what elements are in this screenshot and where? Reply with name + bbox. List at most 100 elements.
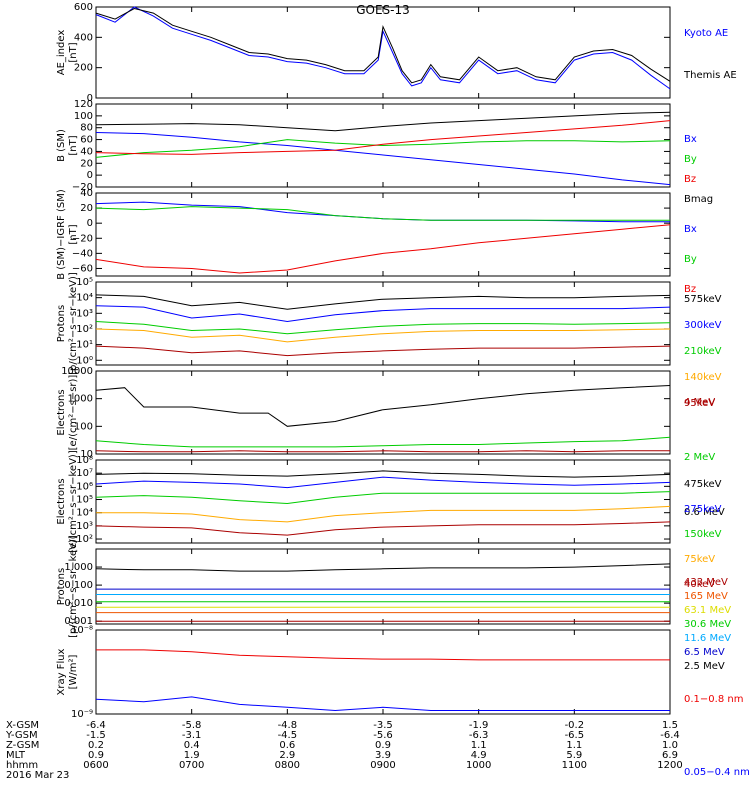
series-by	[95, 206, 670, 221]
panel-3-ylabel: B (SM)−IGRF (SM)	[56, 189, 67, 280]
footer-value: -6.3	[469, 730, 489, 741]
panel-2-ytick-label: 60	[80, 135, 93, 146]
panel-3-ytick-label: 40	[80, 188, 93, 199]
footer-value: 1000	[466, 760, 491, 771]
footer-value: 1.5	[662, 720, 678, 731]
series-0-6-mev	[95, 385, 671, 427]
series-475kev	[95, 470, 671, 478]
panel-7-ytick-label: 1.000	[64, 562, 93, 573]
footer-date: 2016 Mar 23	[6, 770, 69, 781]
footer-value: 1.0	[662, 740, 678, 751]
legend-433-mev: 433 MeV	[684, 577, 728, 588]
panel-4-ytick-label: 10³	[76, 308, 93, 319]
legend-140kev: 140keV	[684, 372, 722, 383]
footer-value: 1200	[657, 760, 682, 771]
footer-value: 0900	[370, 760, 395, 771]
footer-label-x-gsm: X-GSM	[6, 720, 39, 731]
legend-210kev: 210keV	[684, 346, 722, 357]
legend-0-6-mev: 0.6 MeV	[684, 507, 725, 518]
panel-6-ytick-label: 10⁸	[76, 455, 93, 466]
footer-value: -4.5	[278, 730, 298, 741]
legend-0-1-0-8-nm: 0.1−0.8 nm	[684, 694, 743, 705]
footer-value: 3.9	[375, 750, 391, 761]
panel-4-ytick-label: 10²	[76, 324, 93, 335]
legend-themis-ae: Themis AE	[683, 70, 737, 81]
series-75kev	[96, 505, 671, 523]
panel-8-ylabel: Xray Flux	[56, 648, 67, 695]
legend-2-5-mev: 2.5 MeV	[684, 661, 725, 672]
panel-3-frame	[95, 192, 671, 277]
legend-40kev: 40keV	[684, 579, 715, 590]
panel-2-ytick-label: −20	[72, 182, 93, 193]
legend-2-mev: 2 MeV	[684, 452, 715, 463]
panel-4-ylabel: [p/(cm²−s−sr−keV)]	[68, 272, 79, 375]
panel-2-ytick-label: 100	[74, 111, 93, 122]
legend-11-6-mev: 11.6 MeV	[684, 633, 731, 644]
footer-value: -4.8	[278, 720, 298, 731]
panel-6-ytick-label: 10⁷	[76, 468, 93, 479]
panel-2-ylabel: [nT]	[68, 135, 79, 155]
panel-1-frame	[95, 6, 671, 99]
legend-0-05-0-4-nm: 0.05−0.4 nm	[684, 767, 750, 778]
footer-value: 6.9	[662, 750, 678, 761]
legend-kyoto-ae: Kyoto AE	[684, 28, 728, 39]
series-210kev	[95, 321, 671, 335]
footer-value: -1.9	[469, 720, 489, 731]
panel-2-ytick-label: 120	[74, 99, 93, 110]
panel-8-ytick-label: 10⁻⁹	[71, 709, 93, 720]
footer-value: -1.5	[86, 730, 106, 741]
footer-value: -6.5	[565, 730, 585, 741]
panel-6-frame	[95, 459, 671, 544]
panel-4-ytick-label: 10⁵	[76, 277, 93, 288]
series-kyoto-ae	[95, 6, 671, 90]
panel-6-ylabel: [e/(cm²−s−sr−keV)]	[68, 450, 79, 553]
footer-value: -3.1	[182, 730, 202, 741]
footer-value: -3.5	[373, 720, 393, 731]
panel-6-ytick-label: 10⁶	[76, 481, 93, 492]
series-by	[95, 139, 671, 158]
series-0-05-0-4-nm	[95, 696, 670, 712]
series-bz	[95, 120, 671, 155]
panel-6-ytick-label: 10⁴	[76, 508, 93, 519]
series-575kev	[95, 294, 671, 310]
footer-value: 0.4	[184, 740, 200, 751]
footer-value: 4.9	[471, 750, 487, 761]
series-40kev	[95, 521, 671, 536]
panel-5-ytick-label: 1000	[68, 394, 93, 405]
panel-8-frame	[95, 629, 671, 715]
panel-4-ylabel: Protons	[56, 305, 67, 342]
panel-2-ytick-label: 40	[80, 146, 93, 157]
legend-95kev: 95keV	[684, 398, 715, 409]
legend-150kev: 150keV	[684, 529, 722, 540]
panel-3-ytick-label: −20	[72, 233, 93, 244]
legend-bmag: Bmag	[684, 194, 713, 205]
footer-value: 0.6	[279, 740, 295, 751]
series-bx	[95, 132, 671, 186]
footer-value: 0600	[83, 760, 108, 771]
panel-1-ytick-label: 600	[74, 2, 93, 13]
panel-1-ytick-label: 200	[74, 63, 93, 74]
legend-by: By	[684, 254, 697, 265]
panel-3-ytick-label: −40	[72, 248, 93, 259]
series-95kev	[95, 345, 671, 357]
panel-7-ylabel: [p/(cm²−s−sr−keV)]	[68, 535, 79, 638]
panel-6-ytick-label: 10²	[76, 534, 93, 545]
footer-label-hhmm: hhmm	[6, 760, 38, 771]
panel-4-frame	[95, 281, 671, 366]
footer-label-mlt: MLT	[6, 750, 26, 761]
panel-3-ylabel: [nT]	[68, 224, 79, 244]
series-themis-ae	[95, 7, 671, 84]
footer-value: 1100	[562, 760, 587, 771]
legend-75kev: 75keV	[684, 554, 715, 565]
panel-5-ytick-label: 100	[74, 421, 93, 432]
panel-1-ytick-label: 400	[74, 32, 93, 43]
panel-3-ytick-label: −60	[72, 263, 93, 274]
panel-3-ytick-label: 20	[80, 203, 93, 214]
panel-2-ylabel: B (SM)	[56, 129, 67, 162]
legend-575kev: 575keV	[684, 294, 722, 305]
series-4-mev	[95, 450, 670, 453]
footer-value: 0.9	[88, 750, 104, 761]
panel-6-ytick-label: 10⁵	[76, 495, 93, 506]
footer-value: 0800	[275, 760, 300, 771]
